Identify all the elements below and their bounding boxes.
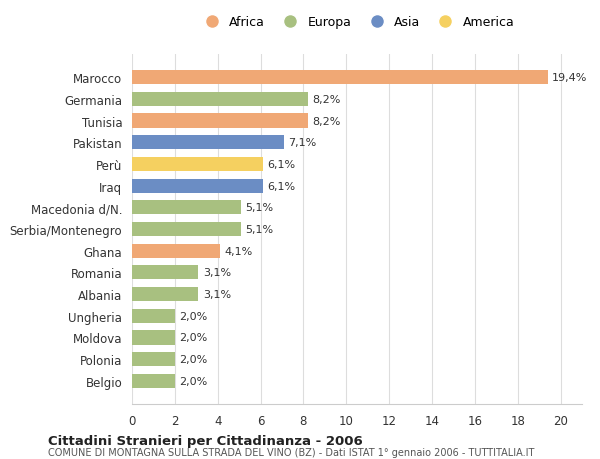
Text: 2,0%: 2,0% <box>179 376 208 386</box>
Bar <box>132 71 548 85</box>
Text: 19,4%: 19,4% <box>552 73 587 83</box>
Bar <box>132 353 175 366</box>
Text: 6,1%: 6,1% <box>267 160 295 169</box>
Bar <box>132 93 308 106</box>
Text: 5,1%: 5,1% <box>245 203 274 213</box>
Bar <box>132 114 308 129</box>
Bar <box>132 374 175 388</box>
Text: 7,1%: 7,1% <box>289 138 317 148</box>
Text: 4,1%: 4,1% <box>224 246 253 256</box>
Text: 3,1%: 3,1% <box>203 290 231 299</box>
Text: 8,2%: 8,2% <box>312 95 340 105</box>
Bar <box>132 157 263 172</box>
Text: 2,0%: 2,0% <box>179 311 208 321</box>
Bar <box>132 287 199 302</box>
Bar <box>132 330 175 345</box>
Bar <box>132 179 263 193</box>
Bar <box>132 309 175 323</box>
Text: COMUNE DI MONTAGNA SULLA STRADA DEL VINO (BZ) - Dati ISTAT 1° gennaio 2006 - TUT: COMUNE DI MONTAGNA SULLA STRADA DEL VINO… <box>48 448 535 458</box>
Bar <box>132 223 241 236</box>
Bar <box>132 136 284 150</box>
Text: 6,1%: 6,1% <box>267 181 295 191</box>
Bar <box>132 201 241 215</box>
Legend: Africa, Europa, Asia, America: Africa, Europa, Asia, America <box>199 16 515 29</box>
Text: 2,0%: 2,0% <box>179 354 208 364</box>
Text: 5,1%: 5,1% <box>245 224 274 235</box>
Text: 8,2%: 8,2% <box>312 116 340 126</box>
Text: 2,0%: 2,0% <box>179 333 208 343</box>
Bar <box>132 244 220 258</box>
Text: Cittadini Stranieri per Cittadinanza - 2006: Cittadini Stranieri per Cittadinanza - 2… <box>48 434 363 447</box>
Text: 3,1%: 3,1% <box>203 268 231 278</box>
Bar <box>132 266 199 280</box>
